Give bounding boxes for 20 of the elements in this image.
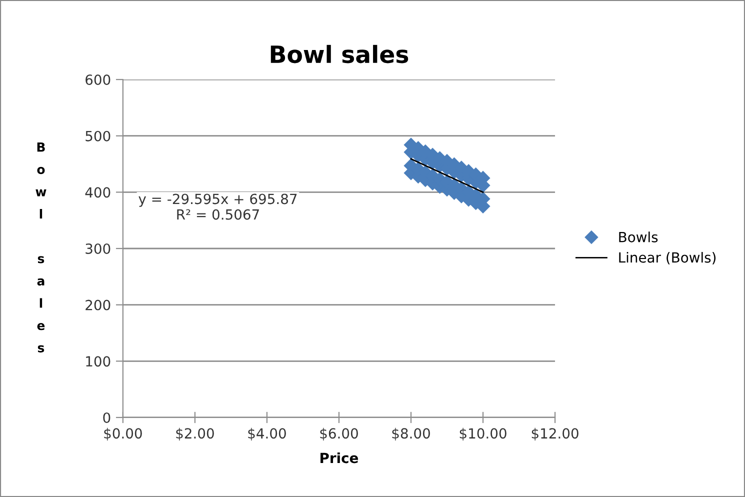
- x-tick-label: $0.00: [104, 428, 142, 440]
- x-tick-label: $4.00: [248, 428, 286, 440]
- y-tick-label: 300: [86, 243, 110, 254]
- x-axis-title: Price: [320, 452, 358, 464]
- x-tick-label: $10.00: [460, 428, 506, 440]
- chart-title: Bowl sales: [270, 44, 408, 64]
- y-tick-label: 100: [86, 356, 110, 367]
- legend-label: Linear (Bowls): [619, 252, 716, 264]
- y-tick-label: 500: [86, 130, 110, 142]
- y-tick-label: 600: [86, 74, 110, 85]
- x-tick-label: $2.00: [176, 428, 214, 440]
- legend-label: Bowls: [619, 232, 658, 242]
- x-tick-label: $8.00: [392, 428, 430, 440]
- x-tick-label: $12.00: [532, 428, 578, 440]
- annotation: y = -29.595x + 695.87 R² = 0.5067: [138, 194, 297, 220]
- y-tick-label: 400: [85, 187, 110, 198]
- text: Bowl sales: [36, 142, 46, 352]
- x-tick-label: $6.00: [320, 428, 358, 440]
- y-tick-label: 0: [103, 412, 110, 423]
- y-tick-label: 200: [86, 300, 110, 310]
